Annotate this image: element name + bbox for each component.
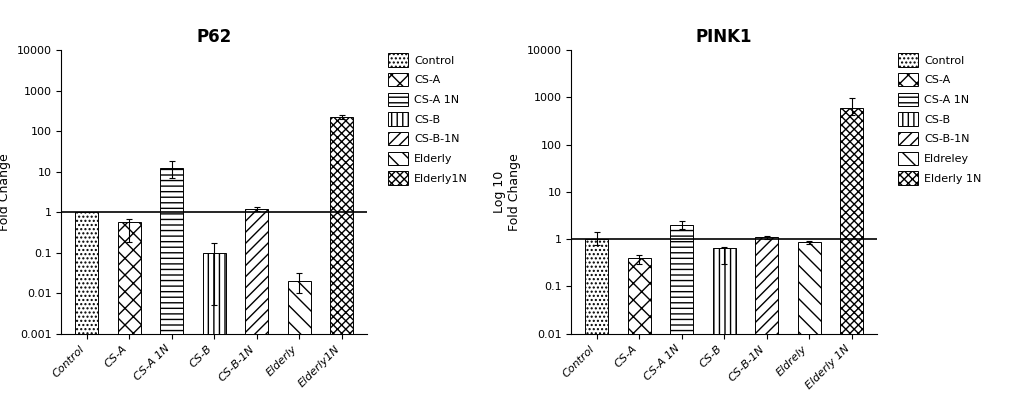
Bar — [330, 117, 353, 417]
Bar — [245, 209, 268, 417]
Y-axis label: Log 10
Fold Change: Log 10 Fold Change — [0, 153, 11, 231]
Bar — [287, 281, 311, 417]
Y-axis label: Log 10
Fold Change: Log 10 Fold Change — [492, 153, 521, 231]
Bar — [712, 248, 735, 417]
Bar — [754, 237, 777, 417]
Bar — [75, 212, 98, 417]
Bar — [117, 222, 141, 417]
Bar — [203, 253, 225, 417]
Title: PINK1: PINK1 — [695, 28, 752, 46]
Legend: Control, CS-A, CS-A 1N, CS-B, CS-B-1N, Eldreley, Elderly 1N: Control, CS-A, CS-A 1N, CS-B, CS-B-1N, E… — [894, 50, 983, 188]
Bar — [669, 225, 693, 417]
Bar — [160, 168, 183, 417]
Title: P62: P62 — [197, 28, 231, 46]
Bar — [797, 242, 820, 417]
Bar — [627, 258, 650, 417]
Bar — [840, 108, 862, 417]
Bar — [585, 239, 607, 417]
Legend: Control, CS-A, CS-A 1N, CS-B, CS-B-1N, Elderly, Elderly1N: Control, CS-A, CS-A 1N, CS-B, CS-B-1N, E… — [384, 50, 471, 188]
